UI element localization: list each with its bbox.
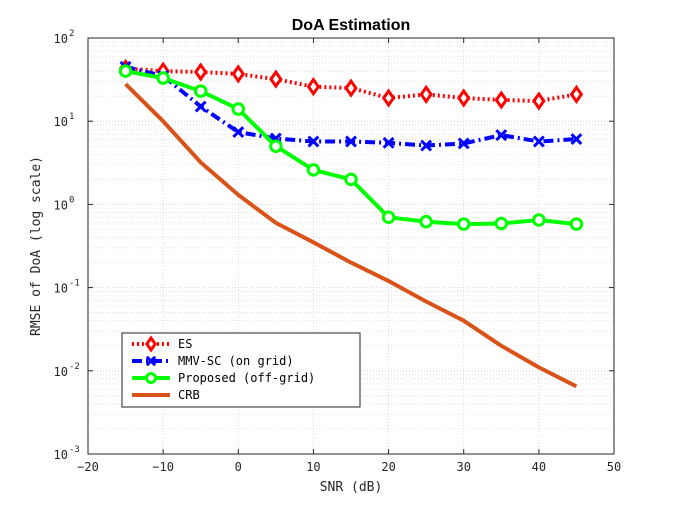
data-point-marker: [193, 84, 208, 98]
y-tick-label: 10: [54, 365, 68, 379]
x-tick-label: 50: [607, 460, 621, 474]
series-2: [118, 64, 584, 231]
y-tick-exponent: -3: [69, 445, 80, 455]
legend-label: Proposed (off-grid): [178, 371, 315, 385]
data-point-marker: [569, 84, 584, 105]
series-1: [119, 60, 583, 152]
legend-item: CRB: [132, 388, 200, 402]
data-point-marker: [345, 135, 357, 148]
x-tick-label: −10: [152, 460, 174, 474]
x-tick-label: −20: [77, 460, 99, 474]
x-tick-label: 0: [235, 460, 242, 474]
x-tick-label: 40: [532, 460, 546, 474]
x-tick-label: 30: [456, 460, 470, 474]
y-tick-exponent: 2: [69, 29, 74, 39]
legend-label: CRB: [178, 388, 200, 402]
data-point-marker: [145, 355, 157, 367]
plot-frame: [87, 37, 615, 455]
x-tick-label: 10: [306, 460, 320, 474]
data-point-marker: [381, 210, 396, 225]
data-point-marker: [419, 84, 433, 105]
data-point-marker: [494, 90, 509, 110]
chart-title: DoA Estimation: [292, 17, 411, 34]
data-point-marker: [419, 214, 433, 229]
data-point-marker: [306, 77, 321, 97]
y-tick-exponent: 0: [69, 195, 74, 205]
data-point-marker: [232, 126, 245, 139]
data-point-marker: [381, 88, 396, 108]
data-point-marker: [269, 69, 283, 89]
data-point-marker: [532, 135, 545, 148]
data-point-marker: [382, 136, 395, 149]
data-point-marker: [144, 335, 158, 353]
legend-label: ES: [178, 337, 192, 351]
data-point-marker: [231, 64, 246, 84]
data-point-marker: [456, 217, 471, 231]
series-3: [124, 82, 578, 389]
data-point-marker: [456, 88, 471, 108]
data-point-marker: [344, 78, 358, 98]
y-tick-label: 10: [54, 115, 68, 129]
legend-item: Proposed (off-grid): [132, 371, 315, 385]
legend-item: MMV-SC (on grid): [132, 354, 294, 368]
y-tick-label: 10: [54, 448, 68, 462]
data-point-marker: [156, 71, 170, 85]
series-line: [124, 82, 578, 389]
data-point-marker: [457, 137, 470, 150]
data-point-marker: [570, 133, 583, 146]
data-point-marker: [494, 216, 509, 231]
data-point-marker: [420, 139, 433, 152]
data-point-marker: [532, 213, 546, 227]
data-point-marker: [145, 372, 157, 384]
data-point-marker: [231, 102, 246, 116]
y-tick-label: 10: [54, 282, 68, 296]
data-point-marker: [194, 100, 207, 113]
data-point-marker: [532, 91, 546, 111]
data-point-marker: [344, 172, 358, 187]
data-point-marker: [306, 163, 321, 177]
legend: ES MMV-SC (on grid) Proposed (off-grid) CRB: [121, 332, 361, 408]
legend-item: ES: [132, 335, 192, 353]
data-point-marker: [269, 139, 283, 153]
y-axis-label: RMSE of DoA (log scale): [29, 156, 44, 336]
data-point-marker: [307, 135, 320, 148]
data-point-marker: [193, 62, 208, 82]
y-tick-exponent: 1: [69, 112, 74, 122]
y-tick-label: 10: [54, 198, 68, 212]
x-axis-label: SNR (dB): [320, 480, 383, 495]
data-point-marker: [495, 129, 508, 142]
y-tick-label: 10: [54, 32, 68, 46]
x-tick-label: 20: [381, 460, 395, 474]
data-point-marker: [569, 217, 584, 231]
series-layer: [118, 58, 584, 389]
legend-label: MMV-SC (on grid): [178, 354, 294, 368]
y-tick-exponent: -2: [69, 362, 80, 372]
y-tick-exponent: -1: [69, 279, 80, 289]
data-point-marker: [118, 64, 133, 78]
